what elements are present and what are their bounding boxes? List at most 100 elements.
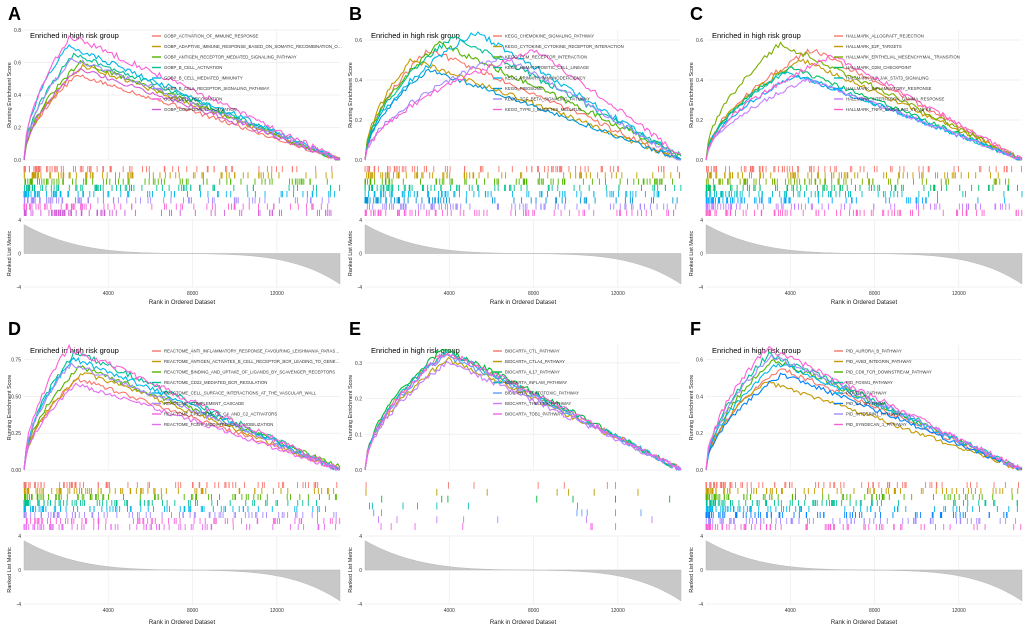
es-plot-area (365, 345, 681, 470)
es-ytick-label: 0.2 (14, 126, 21, 132)
metric-ylabel: Ranked List Metric (7, 230, 13, 276)
es-ytick-label: 0.2 (355, 397, 362, 403)
panel-D: D 0.00 0.25 0.50 0.75 Enriched in high risk g… (7, 319, 341, 626)
es-line-reactome-cell-surface-interactions-at-the-vascular-wall (23, 356, 341, 472)
metric-ytick-label: 4 (700, 218, 703, 224)
legend-label: HALLMARK_ALLOGRAFT_REJECTIONHALLMARK_ALL… (846, 34, 924, 39)
xtick-label: 12000 (952, 291, 966, 297)
legend-label: BIOCARTA_IL17_PATHWAYBIOCARTA_IL17_PATHW… (505, 370, 560, 375)
xtick-label: 12000 (952, 608, 966, 614)
ranked-metric-area (23, 224, 341, 285)
xtick-label: 8000 (187, 291, 198, 297)
es-line-kegg-ribosome (364, 68, 682, 161)
xtick-label: 8000 (528, 291, 539, 297)
metric-ytick-label: 0 (359, 252, 362, 258)
legend-label: PID_CD8_TCR_DOWNSTREAM_PATHWAYPID_CD8_TC… (846, 370, 932, 375)
legend-label: GOBP_B_CELL_ACTIVATIONGOBP_B_CELL_ACTIVA… (164, 65, 222, 70)
es-ytick-label: 0.1 (355, 432, 362, 438)
legend-label: REACTOME_CELL_SURFACE_INTERACTIONS_AT_TH… (164, 391, 317, 396)
chart-title: Enriched in high risk group (371, 31, 460, 40)
xtick-label: 12000 (611, 291, 625, 297)
xtick-label: 4000 (103, 291, 114, 297)
es-ytick-label: 0.4 (696, 78, 703, 84)
xlabel: Rank in Ordered Dataset (490, 620, 557, 626)
panel-letter: F (690, 319, 701, 339)
xlabel: Rank in Ordered Dataset (149, 620, 216, 626)
legend-label: KEGG_CYTOKINE_CYTOKINE_RECEPTOR_INTERACT… (505, 44, 624, 49)
xlabel: Rank in Ordered Dataset (831, 620, 898, 626)
es-line-pid-il4-2pathway (705, 372, 1023, 471)
xtick-label: 12000 (270, 608, 284, 614)
legend-label: BIOCARTA_TOB1_PATHWAYBIOCARTA_TOB1_PATHW… (505, 412, 563, 417)
legend-label: GOBP_ADAPTIVE_IMMUNE_RESPONSE_BASED_ON_S… (164, 44, 342, 49)
panel-B: B 0.0 0.2 0.4 0.6 Enriched in high risk group… (348, 4, 682, 306)
es-line-reactome-creation-of-c4-and-c2-activators (23, 343, 341, 471)
chart-title: Enriched in high risk group (371, 346, 460, 355)
xtick-label: 8000 (869, 608, 880, 614)
es-line-kegg-cytokine-cytokine-receptor-interaction (364, 57, 681, 161)
es-line-reactome-complement-cascade (23, 362, 340, 471)
legend-label: HALLMARK_INTERFERON_GAMMA_RESPONSEHALLMA… (846, 97, 945, 102)
metric-ytick-label: -4 (17, 285, 22, 291)
es-ytick-label: 0.75 (11, 358, 21, 364)
metric-ytick-label: -4 (358, 602, 363, 608)
legend-label: GOBP_ANTIGEN_RECEPTOR_MEDIATED_SIGNALING… (164, 55, 297, 60)
es-ytick-label: 0.0 (355, 468, 362, 474)
es-line-pid-syndecan-1-pathway (705, 345, 1023, 471)
es-line-hallmark-allograft-rejection (705, 48, 1023, 161)
legend-label: GOBP_COMPLEMENT_ACTIVATIONGOBP_COMPLEMEN… (164, 107, 237, 112)
es-line-biocarta-tob1-pathway (364, 353, 682, 471)
es-ylabel: Running Enrichment Score (689, 62, 695, 128)
metric-ylabel: Ranked List Metric (7, 547, 13, 593)
es-line-hallmark-interferon-gamma-response (705, 77, 1023, 161)
legend-label: PID_AVB3_INTEGRIN_PATHWAYPID_AVB3_INTEGR… (846, 359, 912, 364)
metric-ytick-label: 0 (18, 568, 21, 574)
es-line-gobp-cell-recognition (23, 34, 341, 161)
es-ytick-label: 0.6 (355, 38, 362, 44)
panel-F: F 0.0 0.2 0.4 0.6 Enriched in high risk group… (689, 319, 1023, 626)
panel-letter: E (349, 319, 361, 339)
legend-label: HALLMARK_G2M_CHECKPOINTHALLMARK_G2M_CHEC… (846, 65, 912, 70)
es-ytick-label: 0.0 (355, 158, 362, 164)
metric-ylabel: Ranked List Metric (689, 230, 695, 276)
es-ytick-label: 0.2 (696, 118, 703, 124)
metric-ytick-label: 4 (359, 218, 362, 224)
legend-label: KEGG_PRIMARY_IMMUNODEFICIENCYKEGG_PRIMAR… (505, 76, 586, 81)
xtick-label: 12000 (611, 608, 625, 614)
panel-A: A 0.0 0.2 0.4 0.6 0.8 Enriched in high risk gr… (7, 4, 342, 306)
chart-title: Enriched in high risk group (30, 346, 119, 355)
es-ytick-label: 0.50 (11, 394, 21, 400)
es-line-hallmark-tnfa-signaling-via-nfkb (705, 54, 1023, 161)
es-ytick-label: 0.4 (14, 93, 21, 99)
xtick-label: 4000 (103, 608, 114, 614)
metric-ytick-label: 4 (359, 534, 362, 540)
metric-ytick-label: -4 (699, 285, 704, 291)
legend-label: REACTOME_ANTI_INFLAMMATORY_RESPONSE_FAVO… (164, 349, 340, 354)
es-ytick-label: 0.6 (696, 358, 703, 364)
xtick-label: 4000 (785, 608, 796, 614)
metric-ytick-label: -4 (699, 602, 704, 608)
es-ytick-label: 0.25 (11, 431, 21, 437)
panel-letter: A (8, 4, 21, 24)
metric-ytick-label: 4 (700, 534, 703, 540)
es-ytick-label: 0.6 (696, 38, 703, 44)
legend-label: HALLMARK_INFLAMMATORY_RESPONSEHALLMARK_I… (846, 86, 932, 91)
metric-ytick-label: 0 (700, 568, 703, 574)
metric-ytick-label: 4 (18, 534, 21, 540)
xtick-label: 4000 (444, 608, 455, 614)
legend-label: REACTOME_CD22_MEDIATED_BCR_REGULATIONREA… (164, 380, 267, 385)
ranked-metric-area (705, 224, 1023, 285)
es-ylabel: Running Enrichment Score (7, 375, 13, 441)
es-ytick-label: 0.4 (696, 394, 703, 400)
legend-label: REACTOME_FCERI_MEDIATED_CA_2_MOBILIZATIO… (164, 422, 273, 427)
metric-ytick-label: 0 (18, 252, 21, 258)
legend-label: KEGG_TYPE_I_DIABETES_MELLITUSKEGG_TYPE_I… (505, 107, 582, 112)
